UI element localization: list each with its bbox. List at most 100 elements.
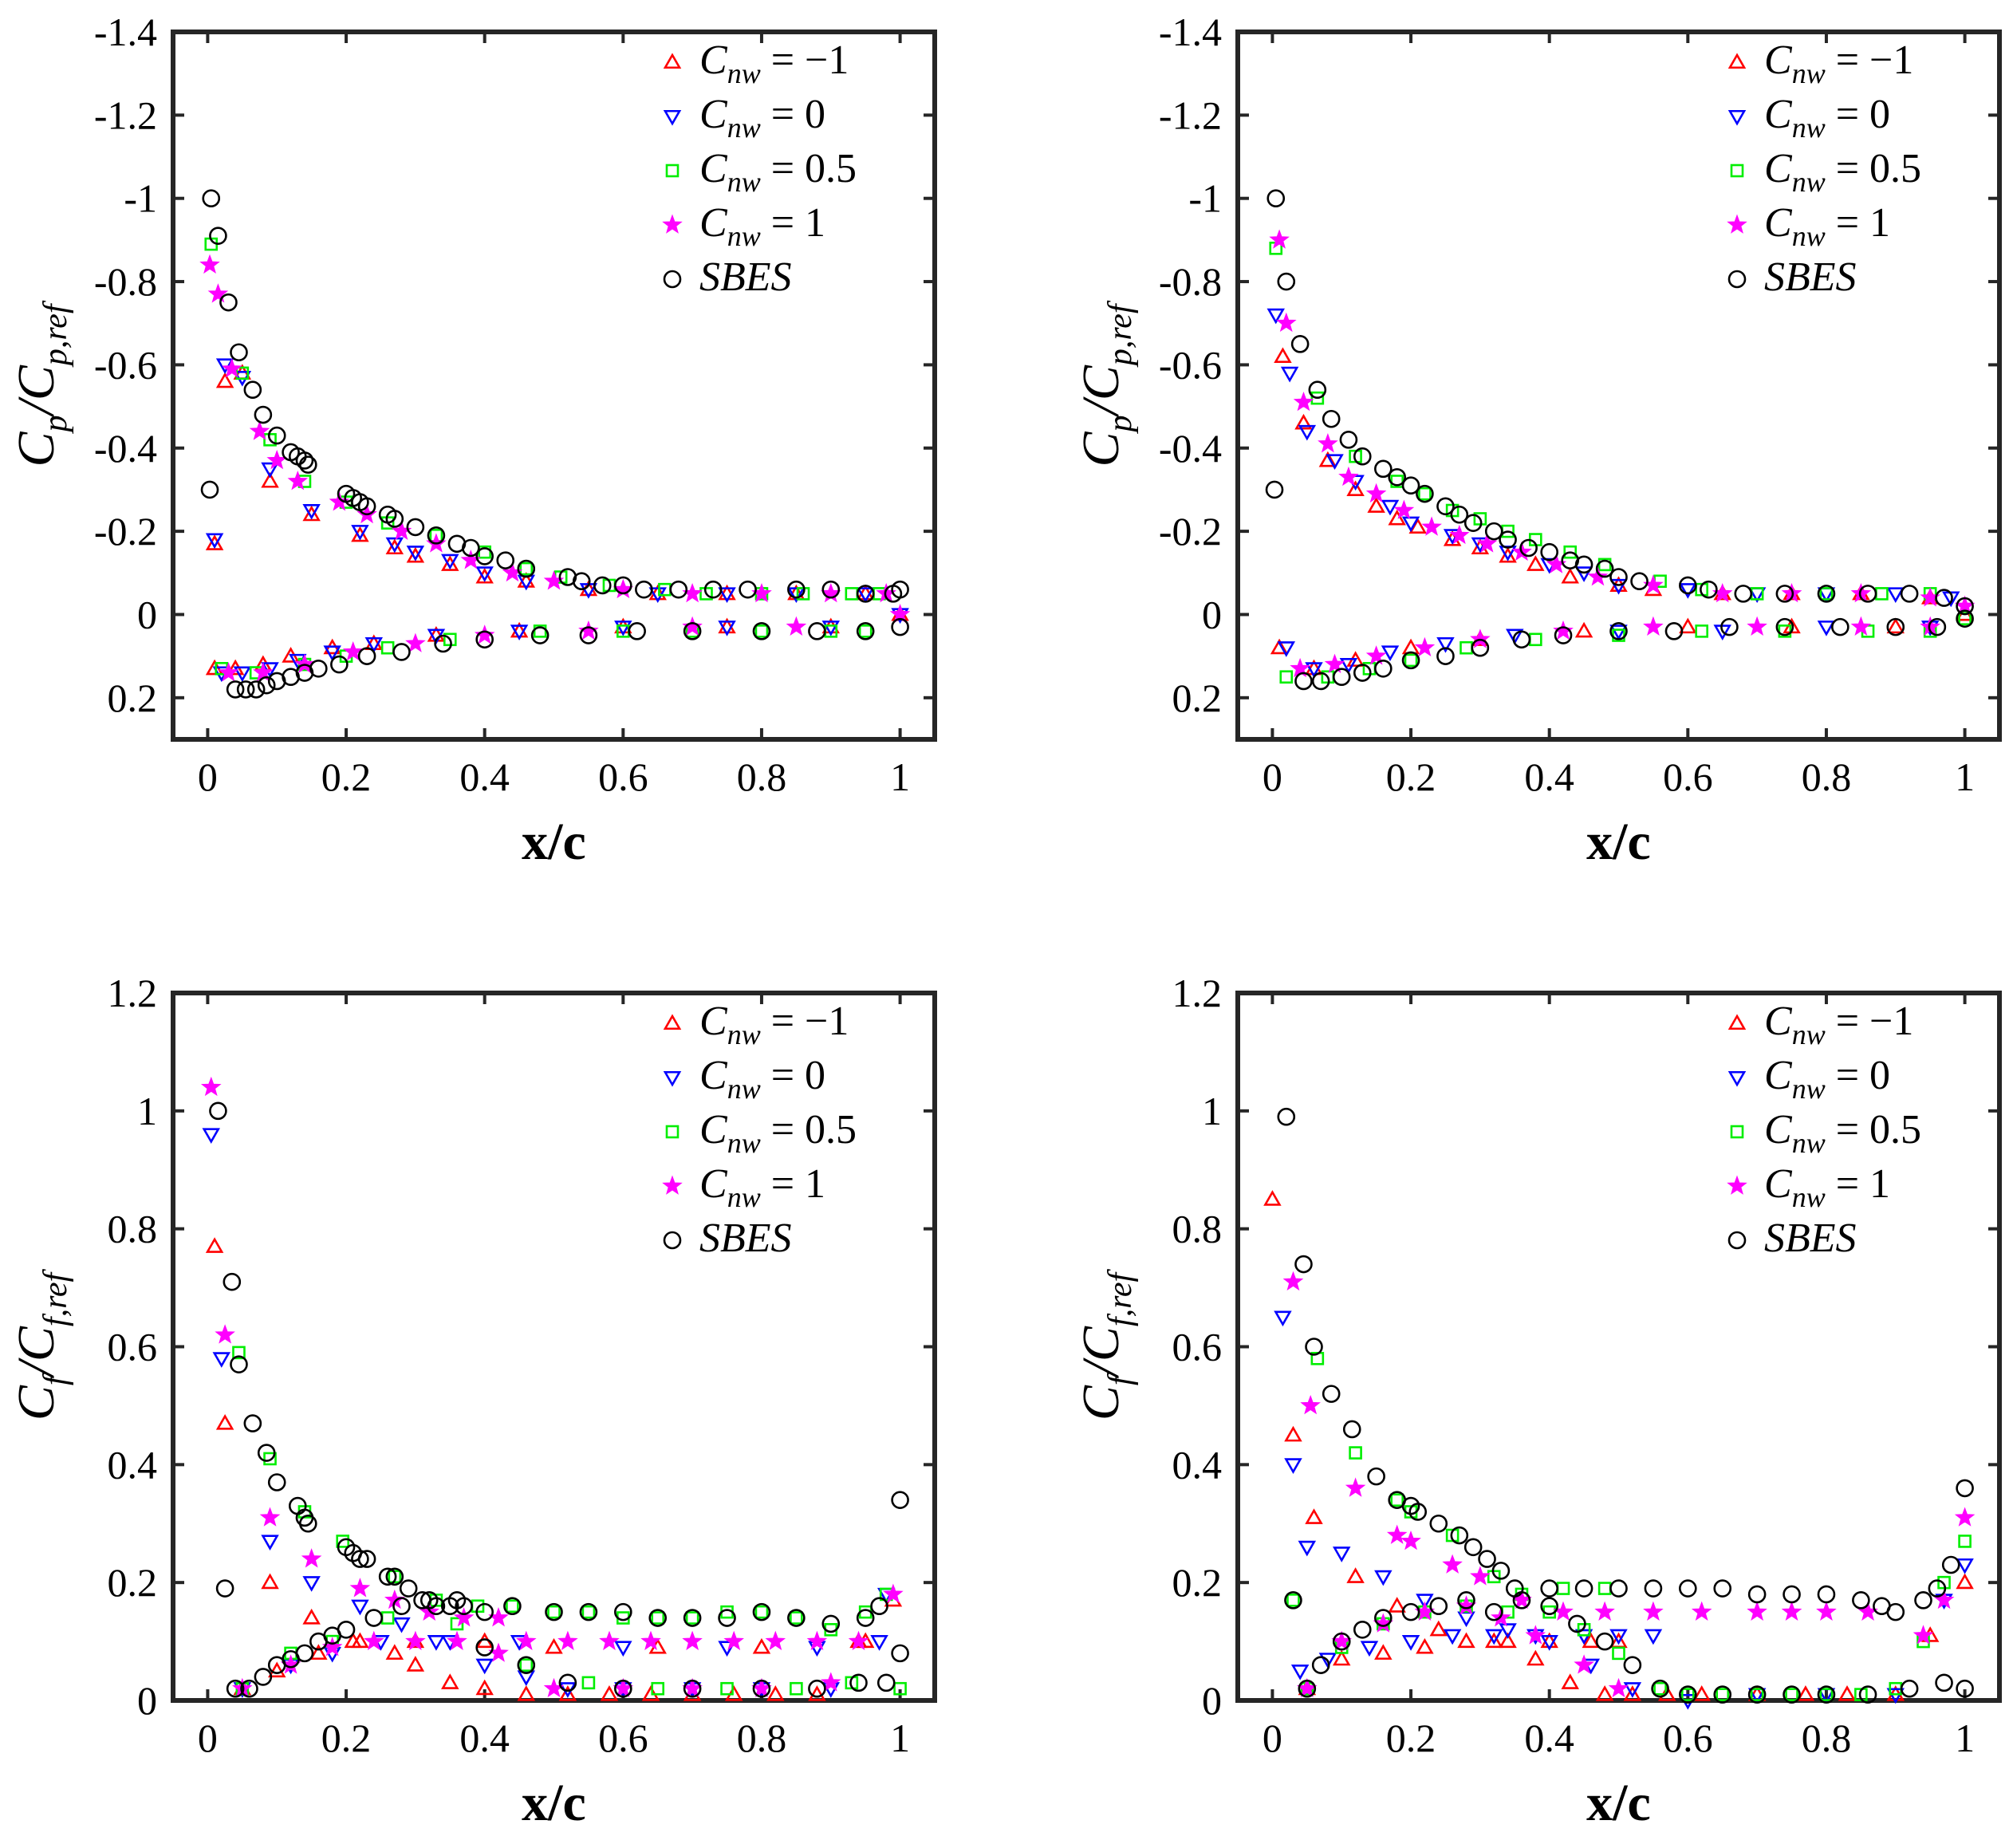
data-point [406,546,425,561]
data-point [1526,1649,1545,1666]
data-point [558,1673,577,1692]
data-point [218,662,239,682]
data-point [230,1355,248,1373]
data-point [385,1644,404,1660]
data-point [1277,272,1296,291]
data-point [1338,466,1359,487]
data-point [1643,616,1664,636]
data-point [723,1630,744,1650]
legend-marker [1727,1014,1747,1030]
data-point [1831,617,1850,636]
data-point [254,405,273,424]
x-tick-label: 0 [1263,755,1282,799]
legend-marker [663,1231,682,1250]
x-tick-label: 0.4 [1524,755,1574,799]
data-point [351,1550,369,1568]
x-axis-label: x/c [1586,1774,1651,1832]
series-star [199,254,911,682]
data-point [849,1673,868,1692]
data-point [243,1414,262,1432]
data-point [1345,1477,1366,1497]
data-point [877,1673,896,1692]
data-point [1750,1688,1764,1701]
data-point [845,587,859,601]
data-point [517,559,536,578]
data-point [205,533,224,550]
data-point [1339,431,1358,449]
data-point [1284,1458,1302,1474]
data-point [385,538,404,555]
legend-entry: Cnw = 1 [699,1161,825,1213]
data-point [1393,499,1415,519]
data-point [441,1673,459,1689]
data-point [207,283,229,303]
data-point [614,1679,632,1698]
data-point [1381,499,1400,516]
data-point [1941,1555,1960,1574]
series-triangle-up [205,364,909,676]
data-point [1954,1507,1976,1527]
data-point [1265,480,1284,499]
data-point [1886,587,1905,604]
data-point [215,372,234,388]
data-point [787,587,806,604]
legend-entry: Cnw = 1 [1764,1161,1890,1213]
data-point [302,505,321,522]
data-point [808,622,826,640]
x-tick-label: 0.6 [1663,755,1713,799]
legend-marker [663,1070,682,1087]
data-point [1269,229,1290,249]
data-point [1595,1684,1614,1701]
data-point [1305,1338,1323,1356]
legend-entry: Cnw = 0 [1764,92,1890,144]
data-point [1346,480,1365,496]
data-point [752,1602,771,1621]
data-point [1819,1688,1834,1701]
data-point [1443,1629,1462,1645]
data-point [1858,1685,1877,1704]
legend-entry: SBES [1764,254,1857,300]
data-point [1679,583,1697,599]
data-point [1679,1685,1697,1704]
data-point [1540,1579,1558,1598]
x-tick-label: 0.4 [459,1716,510,1760]
axes-frame [171,30,937,742]
data-point [1400,1530,1421,1551]
data-point [364,1609,384,1627]
data-point [357,1550,376,1568]
legend-marker [1730,164,1744,178]
data-point [1691,1601,1712,1621]
series-triangle-up [205,1237,903,1701]
data-point [1463,1538,1483,1557]
data-point [209,227,227,245]
data-point [510,625,529,640]
data-point [1783,1585,1801,1604]
data-point [1913,1625,1934,1645]
series-square [1269,242,1972,684]
data-point [517,1684,536,1701]
data-point [1695,625,1708,638]
data-point [1499,530,1517,549]
data-point [246,680,266,699]
x-tick-label: 0.8 [1802,1716,1852,1760]
x-tick-label: 1 [890,755,910,799]
data-point [399,1579,418,1598]
data-point [1326,454,1344,471]
data-point [1416,484,1434,503]
data-point [1294,1255,1313,1274]
data-point [516,1630,537,1650]
data-point [1449,524,1470,545]
data-point [475,1602,494,1621]
data-point [1644,1629,1663,1645]
data-point [683,1609,702,1627]
data-point [1404,653,1418,668]
data-point [364,636,384,653]
data-point [222,358,242,378]
data-point [351,1599,369,1616]
legend-marker [1727,270,1747,289]
data-point [427,1635,446,1651]
data-point [267,426,286,445]
y-tick-label: 1.2 [1172,971,1223,1015]
data-point [450,1617,464,1631]
